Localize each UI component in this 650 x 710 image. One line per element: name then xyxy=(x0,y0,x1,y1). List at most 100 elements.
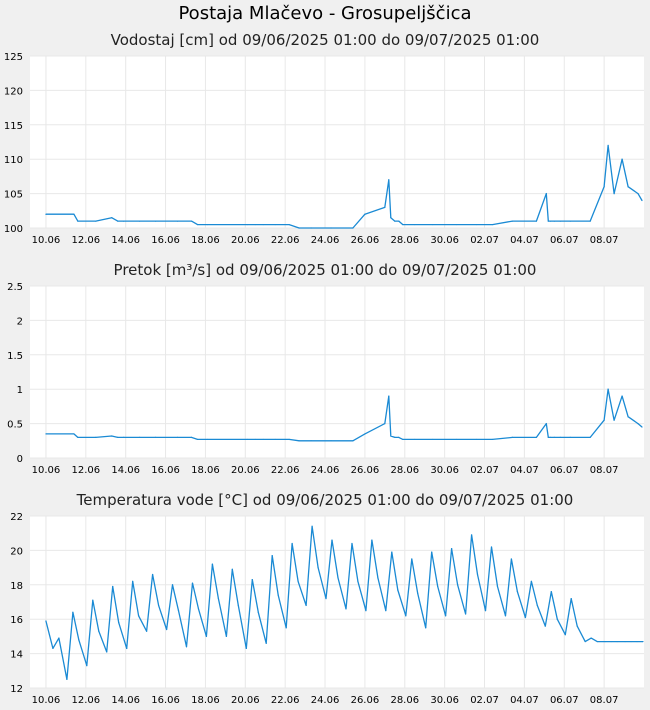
data-point xyxy=(176,220,179,222)
data-point xyxy=(464,613,467,615)
data-point xyxy=(117,220,119,222)
x-tick-label: 16.06 xyxy=(151,695,180,706)
y-tick-label: 16 xyxy=(10,615,23,626)
plot-area xyxy=(30,56,644,228)
data-point xyxy=(146,630,148,632)
y-tick-label: 20 xyxy=(10,546,23,557)
data-point xyxy=(254,223,256,226)
data-point xyxy=(504,615,507,617)
data-point xyxy=(394,436,396,438)
data-point xyxy=(197,608,200,610)
data-point xyxy=(524,616,526,619)
data-point xyxy=(77,436,79,438)
data-point xyxy=(445,615,447,617)
data-point xyxy=(475,223,478,226)
data-point xyxy=(330,440,332,442)
x-tick-label: 02.07 xyxy=(470,465,499,476)
data-point xyxy=(496,585,499,588)
data-point xyxy=(288,438,290,441)
x-tick-label: 10.06 xyxy=(32,465,61,476)
data-point xyxy=(123,220,125,222)
data-point xyxy=(139,220,141,222)
data-point xyxy=(621,395,623,397)
data-point xyxy=(398,436,400,438)
data-point xyxy=(139,436,141,438)
data-point xyxy=(596,640,598,643)
data-point xyxy=(371,539,373,541)
data-point xyxy=(117,436,119,438)
data-point xyxy=(176,436,179,438)
data-point xyxy=(553,436,555,438)
data-point xyxy=(274,223,276,226)
data-point xyxy=(589,220,591,222)
data-point xyxy=(191,582,194,584)
data-point xyxy=(388,395,390,397)
data-point xyxy=(132,580,134,582)
series-line xyxy=(45,388,643,442)
x-tick-label: 10.06 xyxy=(32,235,61,246)
y-tick-label: 0 xyxy=(17,454,23,465)
data-point xyxy=(73,213,75,215)
data-point xyxy=(365,610,367,612)
data-point xyxy=(530,580,532,582)
plot-area xyxy=(30,516,644,688)
data-point xyxy=(544,625,546,627)
data-point xyxy=(45,620,47,622)
x-tick-label: 04.07 xyxy=(510,235,539,246)
y-tick-label: 100 xyxy=(4,224,23,235)
data-point xyxy=(414,223,416,226)
data-point xyxy=(589,436,591,438)
data-point xyxy=(177,610,180,612)
x-tick-label: 20.06 xyxy=(231,465,260,476)
data-point xyxy=(246,223,248,226)
data-point xyxy=(45,213,47,215)
data-point xyxy=(52,647,54,650)
data-point xyxy=(390,217,392,219)
data-point xyxy=(414,438,416,441)
data-point xyxy=(196,223,199,226)
data-point xyxy=(45,433,47,435)
x-tick-label: 18.06 xyxy=(191,465,220,476)
y-tick-label: 14 xyxy=(10,650,23,661)
x-tick-label: 28.06 xyxy=(390,465,419,476)
data-point xyxy=(607,388,609,390)
data-point xyxy=(385,610,387,612)
data-point xyxy=(211,563,214,565)
data-point xyxy=(245,647,247,650)
data-point xyxy=(111,435,113,437)
data-point xyxy=(603,419,605,421)
chart-title-pretok: Pretok [m³/s] od 09/06/2025 01:00 do 09/… xyxy=(113,261,537,279)
data-point xyxy=(298,227,300,229)
data-point xyxy=(352,227,354,229)
data-point xyxy=(390,435,392,437)
data-point xyxy=(98,630,100,632)
data-point xyxy=(310,440,312,442)
data-point xyxy=(636,640,638,643)
x-tick-label: 30.06 xyxy=(430,235,459,246)
y-tick-label: 125 xyxy=(4,52,23,63)
y-tick-label: 115 xyxy=(4,121,23,132)
data-point xyxy=(637,193,639,195)
x-tick-label: 14.06 xyxy=(111,695,140,706)
data-point xyxy=(569,220,571,222)
data-point xyxy=(154,436,157,438)
data-point xyxy=(402,223,404,226)
y-tick-label: 12 xyxy=(10,684,23,695)
x-tick-label: 30.06 xyxy=(430,465,459,476)
data-point xyxy=(456,223,458,226)
y-tick-label: 0.5 xyxy=(7,420,23,431)
y-tick-label: 110 xyxy=(4,155,23,166)
data-point xyxy=(603,186,605,188)
data-point xyxy=(325,597,327,600)
data-point xyxy=(559,220,561,222)
data-point xyxy=(92,599,94,601)
data-point xyxy=(627,186,629,188)
x-tick-label: 06.07 xyxy=(550,465,579,476)
data-point xyxy=(157,604,160,607)
data-point xyxy=(298,440,300,442)
data-point xyxy=(570,597,572,600)
data-point xyxy=(535,220,537,222)
data-point xyxy=(118,622,120,624)
data-point xyxy=(190,436,193,438)
